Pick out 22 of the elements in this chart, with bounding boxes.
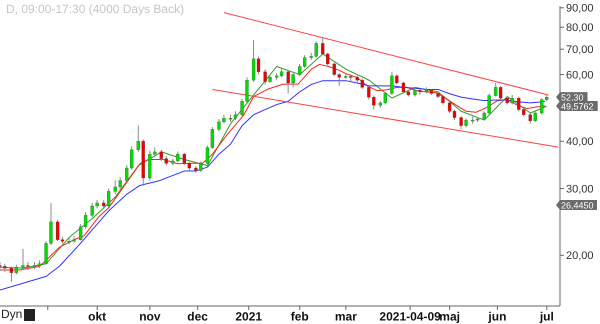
x-tick-label: maj (439, 310, 460, 324)
y-tick-label: 40,00 (566, 136, 594, 148)
x-tick-label: okt (88, 310, 106, 324)
y-tick-label: 80,00 (566, 22, 594, 34)
x-tick-label: 2021-04-09 (379, 310, 442, 324)
x-tick-label: feb (290, 310, 309, 324)
annotation: 52,30 (561, 92, 584, 103)
x-tick-label: dec (187, 310, 208, 324)
y-tick-label: 90,00 (566, 2, 594, 15)
text: Dyn (1, 307, 22, 321)
y-tick-label: 60,00 (566, 69, 594, 82)
x-tick-label: jul (538, 310, 554, 324)
annotation: 49,5762 (561, 101, 594, 112)
x-tick-label: jun (487, 310, 506, 324)
y-tick-label: 70,00 (566, 44, 594, 56)
x-tick-label: nov (139, 310, 161, 324)
x-tick-label: 2021 (235, 310, 262, 324)
y-tick-label: 30,00 (566, 184, 594, 196)
chart-title: D, 09:00-17:30 (4000 Days Back) (6, 2, 184, 16)
x-tick-label: mar (334, 310, 358, 324)
y-tick-label: 20,00 (566, 250, 594, 262)
text: 26,4450 (561, 200, 594, 210)
